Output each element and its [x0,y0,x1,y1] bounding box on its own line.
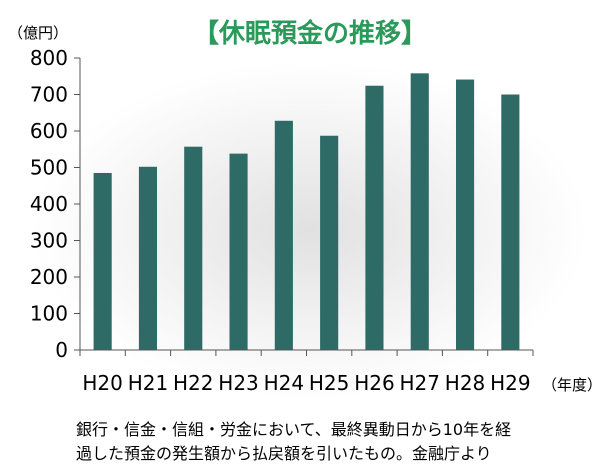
source-note-line-1: 銀行・信金・信組・労金において、最終異動日から10年を経 [76,420,512,439]
chart-title: 【休眠預金の推移】 [193,18,427,49]
x-tick-label: H22 [173,371,214,395]
bar-H20 [93,172,112,350]
y-tick-label: 600 [30,119,68,143]
y-tick-label: 200 [30,265,68,289]
bar-H29 [501,94,520,350]
bar-H27 [410,73,429,350]
x-tick-label: H28 [445,371,486,395]
bar-H24 [274,120,293,350]
bars [93,73,520,351]
bar-H21 [138,166,158,350]
bar-H25 [320,135,339,350]
y-tick-label: 300 [30,229,68,253]
y-tick-label: 400 [30,192,68,216]
bar-H26 [365,85,384,351]
x-tick-label: H26 [354,371,395,395]
x-tick-label: H29 [490,371,531,395]
x-tick-label: H27 [400,371,441,395]
y-tick-label: 800 [30,46,68,70]
bar-H23 [229,153,248,350]
y-tick-label: 700 [30,83,68,107]
bar-H28 [455,79,475,350]
y-tick-label: 0 [55,338,68,362]
y-tick-label: 100 [30,302,68,326]
x-tick-label: H24 [264,371,305,395]
x-axis-unit-label: （年度） [542,376,602,394]
x-tick-label: H20 [82,371,123,395]
y-axis: 0 100 200 300 400 500 600 700 800 [30,46,81,362]
source-note-line-2: 過した預金の発生額から払戻額を引いたもの。金融庁より [76,444,492,463]
bar-H22 [184,146,203,350]
x-tick-label: H25 [309,371,350,395]
x-tick-label: H21 [128,371,169,395]
y-axis-unit-label: （億円） [8,24,68,42]
x-axis: H20 H21 H22 H23 H24 H25 H26 H27 H28 H29 [79,349,534,395]
x-tick-label: H23 [218,371,259,395]
source-note: 銀行・信金・信組・労金において、最終異動日から10年を経 過した預金の発生額から… [76,418,596,466]
background-glow [30,60,590,400]
bar-chart: 【休眠預金の推移】 （億円） （年度） 0 100 200 300 400 500 600 7… [8,18,602,395]
y-tick-label: 500 [30,156,68,180]
